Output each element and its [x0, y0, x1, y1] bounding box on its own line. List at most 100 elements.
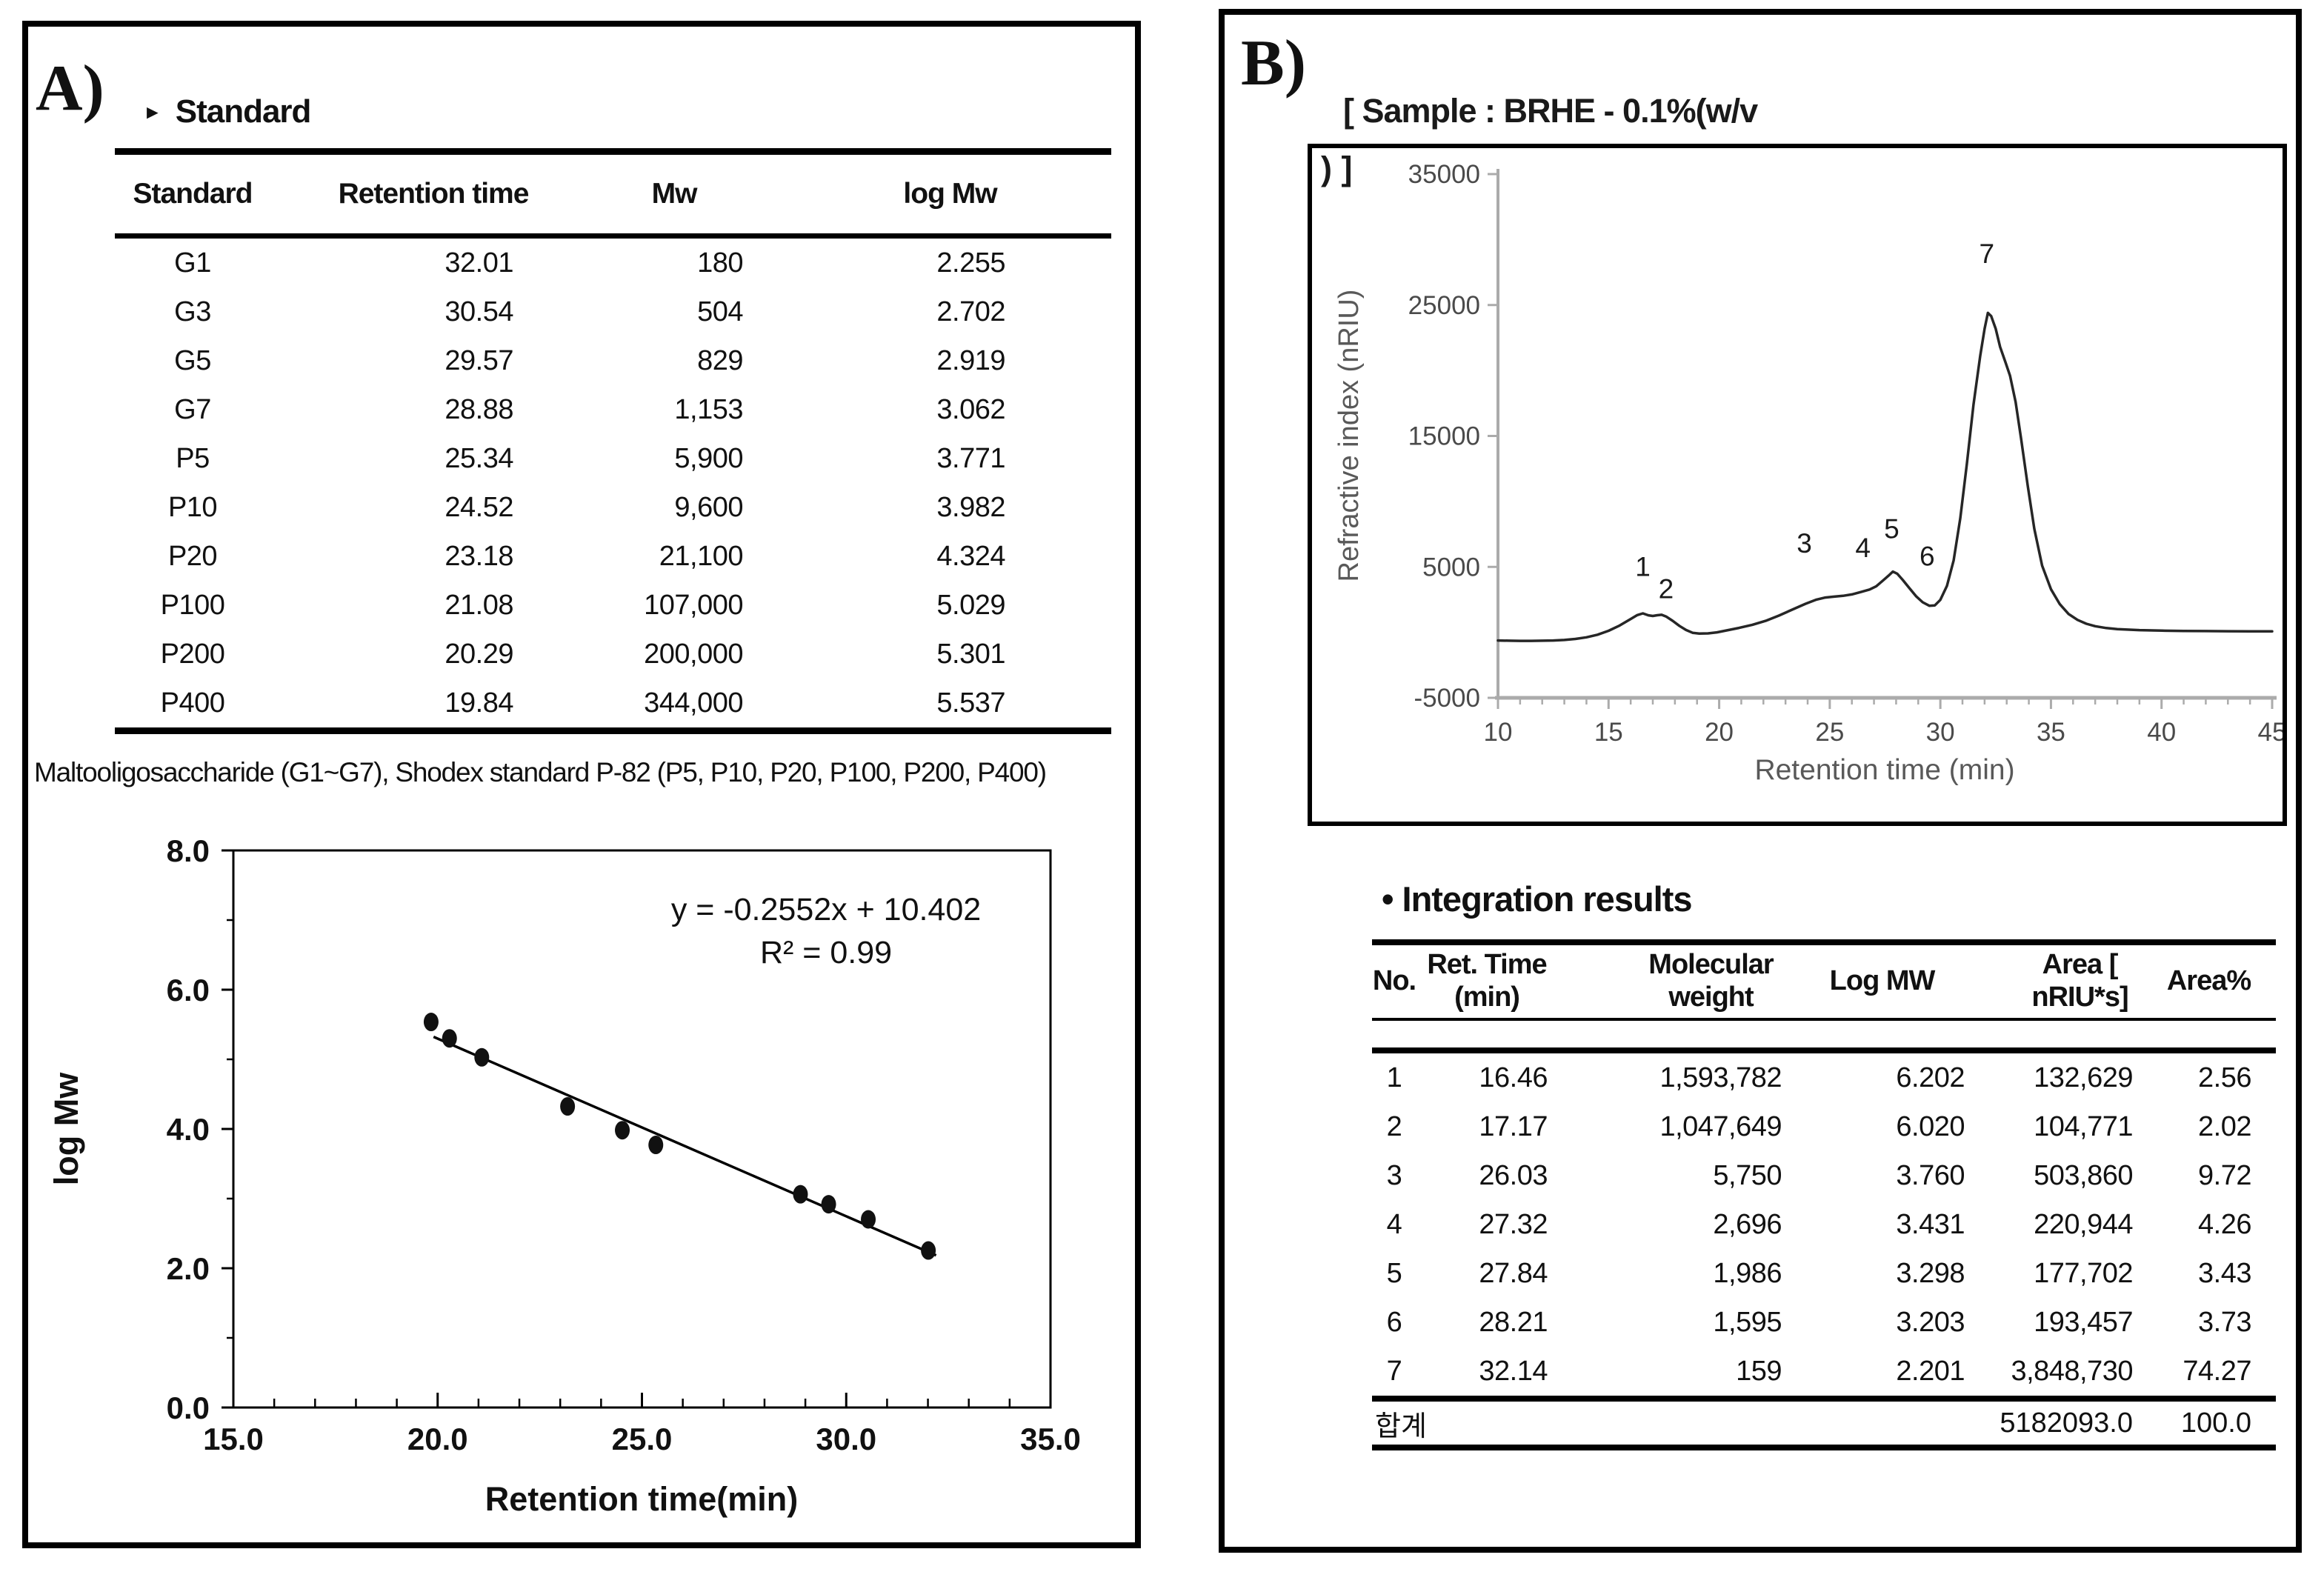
table-cell: 4 — [1386, 1208, 1402, 1240]
peak-label: 6 — [1920, 541, 1935, 571]
table-row: G3 30.54 504 2.702 — [115, 287, 1111, 336]
arrow-marker-icon: ► — [143, 101, 162, 123]
table-cell: 1,593,782 — [1659, 1062, 1782, 1093]
table-cell: 28.21 — [1479, 1306, 1548, 1338]
header-line: nRIU*s] — [2031, 982, 2128, 1013]
standards-table-body: G1 32.01 180 2.255 G3 30.54 504 2.702 G5 29.57 829… — [115, 239, 1111, 734]
standards-footnote: Maltooligosaccharide (G1~G7), Shodex sta… — [34, 757, 1047, 787]
x-axis-title: Retention time (min) — [1754, 754, 2014, 786]
table-cell: 29.57 — [445, 344, 513, 376]
x-tick-label: 15.0 — [203, 1422, 264, 1456]
table-cell: 159 — [1736, 1355, 1782, 1387]
chromatogram-box: ) ] -5000 5000 15000 25000 35000 10 15 20 25 30 35… — [1308, 144, 2287, 826]
peak-label: 3 — [1797, 528, 1812, 559]
table-cell: 5 — [1386, 1257, 1402, 1289]
table-cell: 503,860 — [2034, 1159, 2133, 1191]
table-cell: 30.54 — [445, 296, 513, 327]
table-cell: 3.760 — [1896, 1159, 1965, 1191]
y-tick-label: -5000 — [1414, 684, 1480, 713]
data-point — [861, 1210, 876, 1229]
data-point — [921, 1241, 936, 1260]
data-point — [648, 1136, 664, 1155]
header-line: No. — [1372, 965, 1416, 997]
table-cell: 220,944 — [2034, 1208, 2133, 1240]
integration-col-header: Area [nRIU*s] — [1974, 949, 2142, 1013]
table-cell: 21.08 — [445, 589, 513, 621]
sample-label: [ Sample : BRHE - 0.1%(w/v — [1343, 92, 1758, 130]
y-tick-label: 4.0 — [167, 1112, 210, 1147]
table-cell: P10 — [167, 491, 218, 523]
table-cell: G5 — [174, 344, 211, 376]
table-cell: 3.203 — [1896, 1306, 1965, 1338]
table-cell: 20.29 — [445, 638, 513, 670]
table-cell: 26.03 — [1479, 1159, 1548, 1191]
table-cell: 4.26 — [2198, 1208, 2251, 1240]
data-point — [423, 1013, 439, 1032]
table-cell: 27.84 — [1479, 1257, 1548, 1289]
table-row: P20 23.18 21,100 4.324 — [115, 532, 1111, 581]
table-cell: 3.982 — [936, 491, 1005, 523]
integration-table: No. Ret. Time (min) Molecular weight Log MW A… — [1372, 939, 2276, 1450]
y-tick-label: 25000 — [1408, 291, 1480, 320]
table-cell: G1 — [174, 247, 211, 279]
integration-col-header: Area% — [2142, 965, 2276, 998]
table-cell: 3 — [1386, 1159, 1402, 1191]
integration-table-body: 1 16.46 1,593,782 6.202 132,629 2.56 2 17.17 1,0… — [1372, 1053, 2276, 1402]
x-tick-label: 40 — [2147, 718, 2176, 747]
table-cell: 5.301 — [936, 638, 1005, 670]
table-cell: 3.298 — [1896, 1257, 1965, 1289]
standards-table-header: Standard Retention time Mw log Mw — [115, 155, 1111, 239]
table-cell: 132,629 — [2034, 1062, 2133, 1093]
table-row: 5 27.84 1,986 3.298 177,702 3.43 — [1372, 1249, 2276, 1298]
header-line: Molecular weight — [1648, 949, 1774, 1013]
peak-label: 5 — [1884, 513, 1900, 544]
table-cell: P100 — [160, 589, 225, 621]
table-row: 6 28.21 1,595 3.203 193,457 3.73 — [1372, 1298, 2276, 1347]
x-tick-label: 30 — [1926, 718, 1955, 747]
table-cell: 3,848,730 — [2011, 1355, 2133, 1387]
standards-col-header: Retention time — [338, 178, 530, 210]
table-cell: P400 — [160, 687, 225, 719]
x-tick-label: 30.0 — [816, 1422, 876, 1456]
table-cell: 193,457 — [2034, 1306, 2133, 1338]
table-row: P200 20.29 200,000 5.301 — [115, 630, 1111, 679]
table-cell: 9.72 — [2198, 1159, 2251, 1191]
chromatogram-curve — [1496, 311, 2274, 642]
panel-a-label: A) — [36, 53, 104, 124]
y-axis-title: log Mw — [47, 1072, 85, 1185]
table-cell: 200,000 — [644, 638, 743, 670]
peak-label: 1 — [1635, 552, 1651, 582]
table-cell: 4.324 — [936, 540, 1005, 572]
panel-b-label: B) — [1241, 27, 1306, 99]
x-tick-label: 25.0 — [612, 1422, 673, 1456]
table-cell: 6.020 — [1896, 1110, 1965, 1142]
table-row: G1 32.01 180 2.255 — [115, 239, 1111, 287]
table-row: G7 28.88 1,153 3.062 — [115, 385, 1111, 434]
table-row: P5 25.34 5,900 3.771 — [115, 434, 1111, 483]
peak-label: 2 — [1659, 574, 1674, 604]
calibration-scatter-chart: 15.0 20.0 25.0 30.0 35.0 0.0 2.0 4.0 6.0 8.0 y = -… — [47, 833, 1081, 1518]
header-line: Area [ — [2042, 949, 2119, 981]
table-row: 3 26.03 5,750 3.760 503,860 9.72 — [1372, 1151, 2276, 1200]
table-cell: 5.537 — [936, 687, 1005, 719]
table-cell: 24.52 — [445, 491, 513, 523]
table-cell: 32.01 — [445, 247, 513, 279]
x-tick-label: 15 — [1594, 718, 1623, 747]
trendline — [433, 1035, 937, 1257]
y-tick-label: 5000 — [1422, 553, 1480, 582]
table-cell: 2.255 — [936, 247, 1005, 279]
table-cell: 1,047,649 — [1659, 1110, 1782, 1142]
panel-b: B) [ Sample : BRHE - 0.1%(w/v ) ] -5000 5… — [1219, 9, 2302, 1553]
x-tick-label: 20.0 — [407, 1422, 468, 1456]
y-axis-title: Refractive index (nRIU) — [1334, 290, 1365, 582]
table-cell: 2.201 — [1896, 1355, 1965, 1387]
integration-col-header: No. — [1372, 965, 1416, 998]
table-cell: 5,900 — [674, 442, 743, 474]
total-area-pct: 100.0 — [2180, 1407, 2251, 1439]
table-cell: 27.32 — [1479, 1208, 1548, 1240]
standards-col-header: Mw — [651, 178, 698, 210]
x-tick-label: 45 — [2258, 718, 2283, 747]
header-line: Ret. Time — [1427, 949, 1547, 981]
peak-label: 7 — [1980, 239, 1995, 269]
